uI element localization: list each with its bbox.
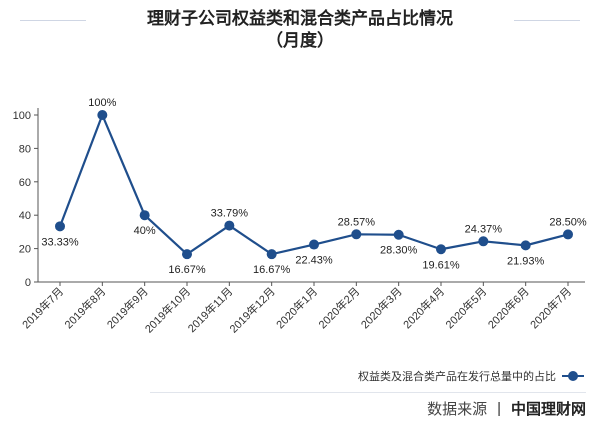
x-tick-label: 2019年7月	[19, 284, 66, 331]
chart-axes	[37, 108, 585, 283]
y-tick-label: 40	[19, 210, 31, 222]
x-tick-label: 2019年8月	[61, 284, 108, 331]
y-tick-label: 100	[13, 110, 31, 122]
x-tick-label: 2020年3月	[358, 284, 405, 331]
source-footer: 数据来源 | 中国理财网	[427, 398, 586, 419]
x-tick-label: 2020年6月	[485, 284, 532, 331]
data-point	[478, 236, 489, 247]
data-label: 28.50%	[549, 216, 587, 228]
source-name: 中国理财网	[510, 401, 586, 418]
data-label: 40%	[134, 225, 156, 237]
data-point	[351, 229, 362, 240]
source-label: 数据来源	[427, 401, 488, 418]
y-tick-label: 0	[25, 277, 31, 289]
data-point	[520, 240, 531, 251]
y-tick-label: 60	[19, 177, 31, 189]
data-point	[563, 229, 573, 240]
data-label: 28.30%	[380, 245, 418, 257]
legend-label: 权益类及混合类产品在发行总量中的占比	[358, 371, 556, 383]
legend-marker	[562, 371, 584, 381]
data-labels: 33.33% 100% 40% 16.67% 33.79% 16.67% 22.43% 28.…	[41, 97, 587, 276]
footer-rule	[150, 392, 586, 393]
data-point	[436, 244, 446, 255]
source-separator: |	[497, 400, 501, 417]
data-point	[266, 249, 277, 260]
data-point	[55, 221, 65, 232]
chart-title: 理财子公司权益类和混合类产品占比情况	[147, 9, 453, 28]
data-label: 16.67%	[253, 264, 291, 276]
x-tick-label: 2020年5月	[442, 284, 489, 331]
data-point	[309, 239, 319, 250]
x-tick-label: 2020年2月	[315, 284, 362, 331]
data-label: 24.37%	[465, 223, 503, 235]
x-tick-label: 2019年12月	[226, 284, 277, 335]
data-label: 21.93%	[507, 255, 545, 267]
data-label: 28.57%	[338, 216, 376, 228]
x-tick-label: 2020年4月	[400, 284, 447, 331]
title-rule-right	[514, 20, 580, 21]
x-tick-label: 2020年1月	[273, 284, 320, 331]
x-tick-label: 2019年9月	[104, 284, 151, 331]
data-point	[224, 220, 235, 231]
data-point	[97, 110, 108, 120]
data-label: 16.67%	[168, 264, 206, 276]
data-point	[139, 210, 150, 221]
data-point	[182, 249, 192, 260]
y-axis-ticks: 0 20 40 60 80 100	[13, 110, 38, 289]
data-label: 33.79%	[211, 208, 249, 220]
data-label: 19.61%	[422, 259, 460, 271]
chart-subtitle: （月度）	[266, 31, 334, 50]
y-tick-label: 80	[19, 143, 31, 155]
data-label: 33.33%	[41, 236, 79, 248]
x-tick-label: 2019年10月	[142, 284, 193, 335]
data-point	[393, 229, 404, 240]
x-tick-label: 2020年7月	[527, 284, 574, 331]
title-rule-left	[20, 20, 86, 21]
data-label: 22.43%	[295, 255, 333, 267]
data-label: 100%	[88, 97, 116, 109]
legend: 权益类及混合类产品在发行总量中的占比	[358, 368, 584, 384]
y-tick-label: 20	[19, 244, 31, 256]
series-group	[55, 110, 573, 260]
x-axis-ticks: 2019年7月2019年8月2019年9月2019年10月2019年11月201…	[19, 282, 574, 336]
